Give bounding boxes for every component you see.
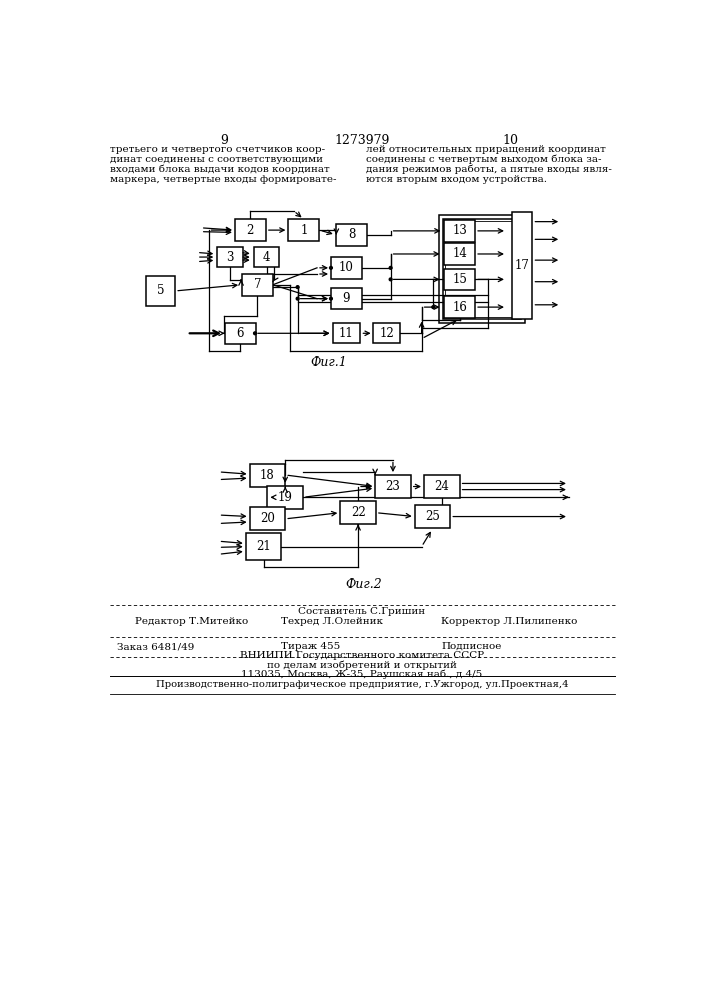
Text: Фиг.2: Фиг.2	[345, 578, 382, 591]
Text: 25: 25	[425, 510, 440, 523]
Bar	[250, 464, 285, 487]
Text: 4: 4	[263, 251, 270, 264]
Bar	[438, 215, 525, 323]
Text: ВНИИПИ Государственного комитета СССР: ВНИИПИ Государственного комитета СССР	[240, 651, 484, 660]
Circle shape	[254, 332, 257, 335]
Text: 113035, Москва, Ж-35, Раушская наб., д.4/5: 113035, Москва, Ж-35, Раушская наб., д.4…	[241, 670, 483, 679]
Text: 2: 2	[247, 224, 254, 237]
Bar	[225, 323, 256, 344]
Text: 7: 7	[254, 278, 261, 291]
Text: 9: 9	[343, 292, 350, 305]
Bar	[443, 219, 521, 319]
Text: 24: 24	[434, 480, 449, 493]
Circle shape	[329, 266, 332, 269]
Bar	[373, 323, 400, 343]
Text: третьего и четвертого счетчиков коор-: третьего и четвертого счетчиков коор-	[110, 145, 325, 154]
Text: 21: 21	[256, 540, 271, 553]
Text: входами блока выдачи кодов координат: входами блока выдачи кодов координат	[110, 165, 330, 174]
Bar	[337, 224, 368, 246]
Text: 1: 1	[300, 224, 308, 237]
Bar	[444, 269, 475, 290]
Bar	[254, 247, 279, 267]
Text: 11: 11	[339, 327, 354, 340]
Bar	[218, 247, 243, 267]
Text: динат соединены с соответствующими: динат соединены с соответствующими	[110, 155, 323, 164]
Bar	[445, 221, 518, 317]
Text: 16: 16	[452, 301, 467, 314]
Text: лей относительных приращений координат: лей относительных приращений координат	[366, 145, 606, 154]
Circle shape	[390, 278, 392, 281]
Text: Подписное: Подписное	[441, 642, 501, 651]
Text: Корректор Л.Пилипенко: Корректор Л.Пилипенко	[441, 617, 578, 626]
Text: Техред Л.Олейник: Техред Л.Олейник	[281, 617, 382, 626]
Bar	[246, 533, 281, 560]
Bar	[250, 507, 285, 530]
Text: Составитель С.Гришин: Составитель С.Гришин	[298, 607, 426, 616]
Text: 13: 13	[452, 224, 467, 237]
Text: Тираж 455: Тираж 455	[281, 642, 340, 651]
Bar	[267, 486, 303, 509]
Circle shape	[329, 297, 332, 300]
Text: 10: 10	[339, 261, 354, 274]
Bar	[444, 296, 475, 318]
Text: 8: 8	[348, 228, 356, 241]
Text: 10: 10	[503, 134, 519, 147]
Text: 5: 5	[157, 284, 164, 297]
Text: 20: 20	[260, 512, 275, 525]
Text: 1273979: 1273979	[334, 134, 390, 147]
Text: 12: 12	[380, 327, 394, 340]
Text: 14: 14	[452, 247, 467, 260]
Text: 19: 19	[278, 491, 293, 504]
Text: 15: 15	[452, 273, 467, 286]
Circle shape	[432, 306, 435, 308]
Bar	[424, 475, 460, 498]
Bar	[331, 288, 362, 309]
Bar	[444, 220, 475, 242]
Text: 9: 9	[220, 134, 228, 147]
Circle shape	[296, 286, 299, 288]
Bar	[288, 219, 320, 241]
Bar	[235, 219, 266, 241]
Bar	[242, 274, 273, 296]
Text: 23: 23	[385, 480, 400, 493]
Text: Фиг.1: Фиг.1	[310, 356, 347, 369]
Text: дания режимов работы, а пятые входы явля-: дания режимов работы, а пятые входы явля…	[366, 165, 612, 174]
Bar	[340, 501, 376, 524]
Text: Заказ 6481/49: Заказ 6481/49	[117, 642, 194, 651]
Bar	[414, 505, 450, 528]
Bar	[333, 323, 360, 343]
Text: соединены с четвертым выходом блока за-: соединены с четвертым выходом блока за-	[366, 155, 602, 164]
Text: Производственно-полиграфическое предприятие, г.Ужгород, ул.Проектная,4: Производственно-полиграфическое предприя…	[156, 680, 568, 689]
Text: 17: 17	[515, 259, 530, 272]
Circle shape	[390, 266, 392, 269]
Bar	[444, 243, 475, 265]
Text: Редактор Т.Митейко: Редактор Т.Митейко	[135, 617, 248, 626]
Bar	[375, 475, 411, 498]
Bar	[146, 276, 175, 306]
Text: 3: 3	[226, 251, 234, 264]
Circle shape	[296, 297, 299, 300]
Text: маркера, четвертые входы формировате-: маркера, четвертые входы формировате-	[110, 175, 337, 184]
Text: 22: 22	[351, 506, 366, 519]
Bar	[513, 212, 532, 319]
Text: по делам изобретений и открытий: по делам изобретений и открытий	[267, 661, 457, 670]
Text: 18: 18	[260, 469, 275, 482]
Bar	[331, 257, 362, 279]
Text: 6: 6	[237, 327, 244, 340]
Text: ются вторым входом устройства.: ются вторым входом устройства.	[366, 175, 547, 184]
